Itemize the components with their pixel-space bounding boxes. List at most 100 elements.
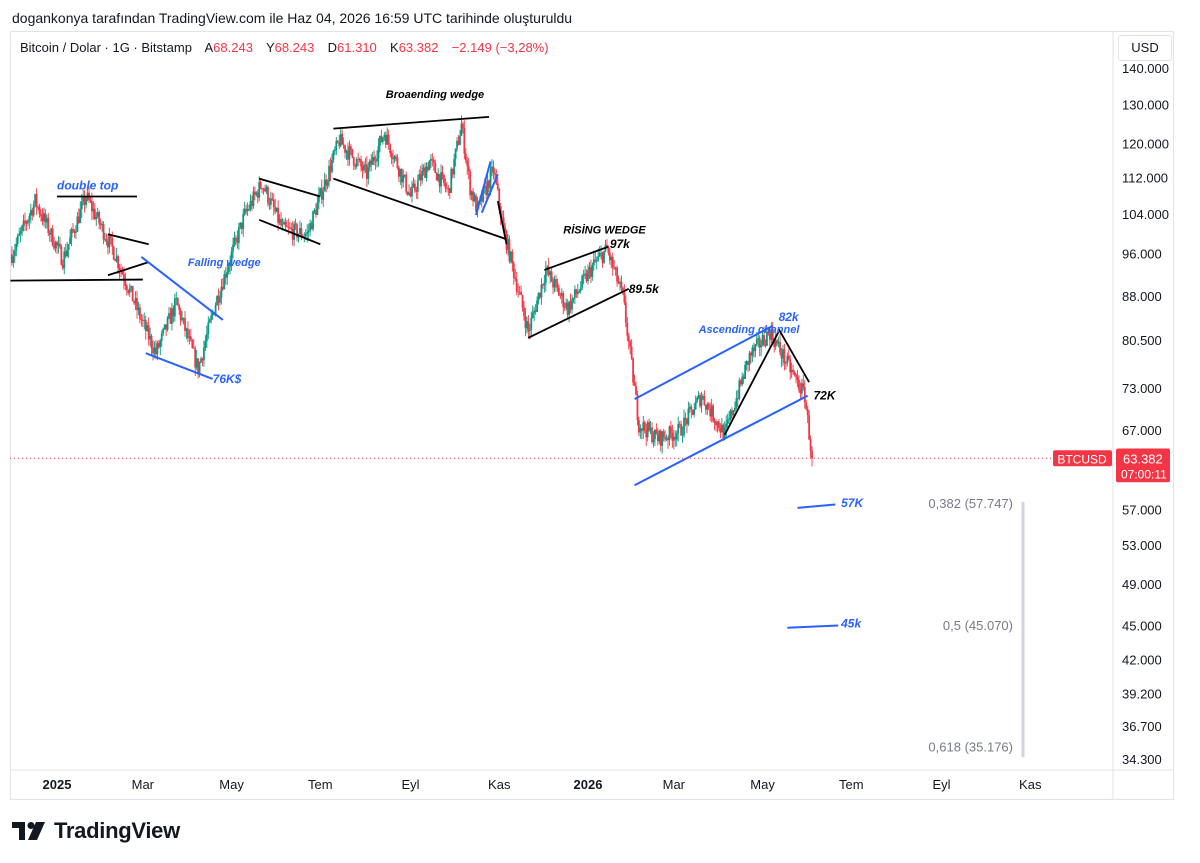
candle-body — [764, 343, 767, 346]
candle-body — [348, 146, 351, 160]
candle-body — [38, 206, 41, 215]
high-label: Y — [265, 40, 275, 55]
candle-body — [590, 267, 592, 278]
candle-body — [131, 286, 134, 302]
chart-area[interactable] — [10, 31, 1174, 800]
candle-body — [245, 208, 248, 212]
candle-body — [437, 174, 440, 181]
candle-body — [435, 172, 438, 181]
candle-body — [306, 232, 309, 234]
candle-body — [611, 256, 614, 268]
candle-body — [707, 403, 710, 410]
candle-body — [28, 215, 31, 221]
candle-body — [646, 422, 649, 438]
candle-body — [501, 217, 504, 219]
candle-body — [40, 214, 42, 217]
trendline — [258, 218, 321, 246]
candle-body — [252, 191, 255, 206]
x-tick-label: May — [750, 777, 775, 792]
candle-body — [515, 279, 518, 292]
candle-body — [525, 321, 528, 329]
candle-body — [105, 239, 108, 242]
candle-body — [421, 170, 424, 181]
candle-body — [54, 241, 57, 249]
candle-body — [60, 246, 63, 265]
candle-body — [667, 438, 669, 441]
candle-body — [281, 224, 284, 226]
candle-body — [255, 192, 258, 195]
candle-body — [43, 213, 45, 222]
candle-body — [271, 198, 274, 200]
candle-body — [159, 340, 162, 348]
symbol-title[interactable]: Bitcoin / Dolar · 1G · Bitstamp — [20, 40, 192, 55]
candle-body — [153, 347, 156, 354]
chart-annotation: 97k — [610, 237, 631, 251]
candle-body — [392, 158, 394, 160]
candle-body — [656, 434, 659, 442]
currency-selector[interactable]: USD — [1118, 35, 1172, 61]
candle-body — [333, 150, 336, 152]
candle-body — [488, 180, 490, 189]
candle-body — [811, 450, 813, 459]
candle-body — [331, 159, 333, 173]
candle-body — [419, 174, 422, 181]
candle-body — [473, 195, 476, 202]
candle-body — [661, 431, 664, 446]
candle-body — [75, 231, 77, 233]
candle-body — [200, 358, 202, 363]
candle-body — [493, 172, 496, 175]
candle-body — [434, 162, 437, 173]
candle-body — [603, 251, 605, 263]
candle-body — [290, 227, 293, 229]
candle-body — [61, 264, 64, 269]
trendline — [333, 177, 507, 241]
candle-body — [11, 254, 13, 264]
candle-body — [412, 183, 415, 187]
candle-body — [784, 362, 787, 364]
candle-body — [150, 335, 153, 349]
trendline — [527, 287, 630, 339]
candle-body — [496, 183, 499, 189]
candle-body — [197, 358, 200, 375]
candle-body — [246, 209, 249, 212]
candle-body — [249, 200, 252, 210]
candle-body — [808, 415, 811, 440]
candle-body — [627, 335, 630, 342]
fib-level-label: 0,618 (35.176) — [928, 740, 1013, 755]
candle-body — [702, 396, 704, 398]
candle-body — [792, 369, 795, 372]
candle-body — [95, 216, 98, 220]
candle-body — [96, 212, 99, 217]
candle-body — [799, 389, 802, 394]
candle-body — [518, 291, 521, 293]
candle-body — [710, 405, 713, 417]
candle-body — [652, 439, 655, 443]
candle-body — [399, 168, 402, 177]
candle-body — [424, 167, 426, 178]
candle-body — [155, 347, 157, 355]
y-tick-label: 88.000 — [1122, 289, 1162, 304]
candle-body — [413, 183, 416, 191]
candle-body — [152, 348, 154, 354]
candle-body — [316, 202, 319, 215]
candle-body — [357, 159, 360, 161]
candle-body — [124, 280, 127, 286]
candle-body — [157, 343, 160, 348]
candle-body — [18, 234, 21, 236]
candle-body — [688, 406, 691, 409]
candle-body — [216, 295, 218, 306]
candle-body — [533, 310, 536, 313]
candle-body — [718, 421, 720, 429]
trendline — [145, 352, 214, 380]
candle-body — [44, 213, 47, 223]
candle-body — [288, 227, 291, 228]
candle-body — [351, 148, 354, 158]
x-tick-label: Eyl — [932, 777, 950, 792]
candle-body — [607, 247, 610, 253]
candle-body — [227, 266, 230, 272]
candle-body — [624, 302, 627, 323]
candle-body — [370, 160, 373, 165]
candle-body — [584, 273, 586, 276]
candle-body — [651, 427, 653, 443]
